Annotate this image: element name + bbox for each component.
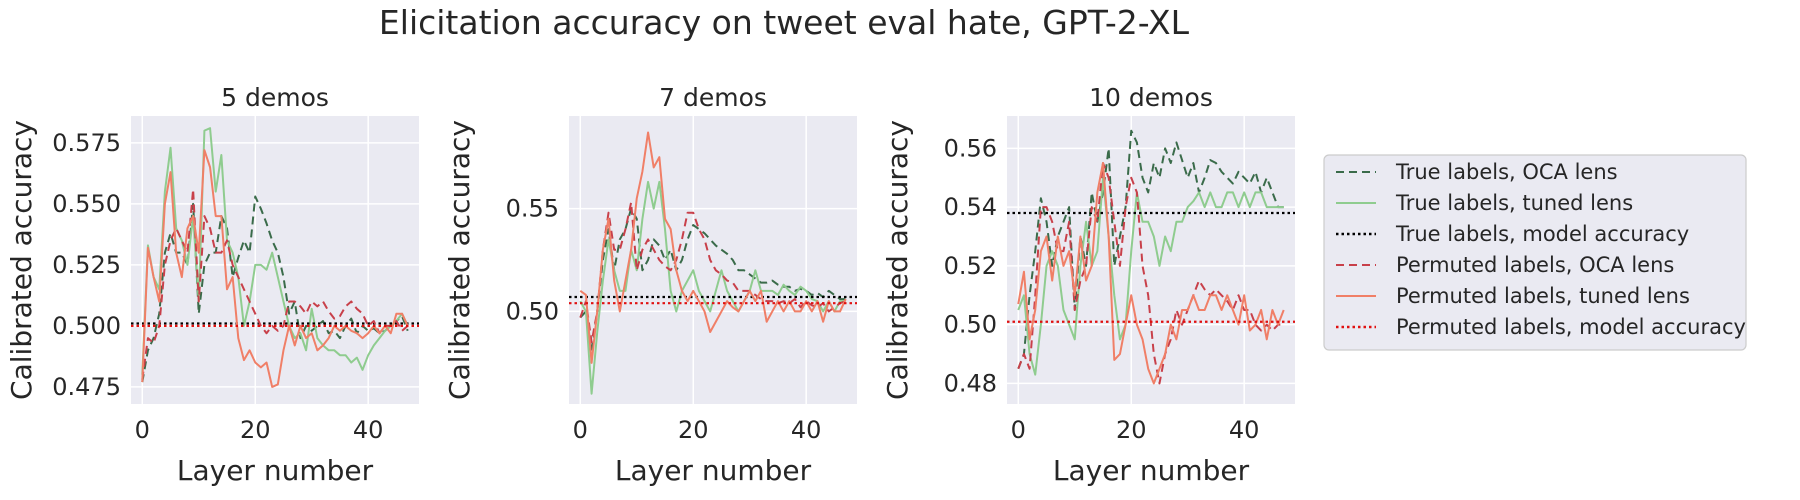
y-tick-label: 0.475 [52, 373, 121, 401]
legend-label: True labels, model accuracy [1395, 222, 1689, 246]
y-axis-label: Calibrated accuracy [881, 120, 914, 400]
y-tick-label: 0.525 [52, 251, 121, 279]
figure-title: Elicitation accuracy on tweet eval hate,… [379, 3, 1190, 42]
legend: True labels, OCA lens True labels, tuned … [1323, 154, 1747, 351]
x-axis-label: Layer number [177, 454, 374, 487]
series-line-permuted-labels-tuned-lens [579, 131, 847, 364]
series-group [131, 127, 419, 388]
panel-2: 0 20 40 0.50 0.55 7 demos Layer number Calibrat… [443, 83, 857, 487]
series-line-permuted-labels-oca-lens [1017, 162, 1284, 385]
y-tick-label: 0.56 [944, 134, 997, 162]
panel-title: 7 demos [659, 83, 767, 112]
x-tick-label: 0 [573, 416, 588, 444]
x-tick-label: 20 [678, 416, 709, 444]
plot-area [131, 116, 419, 404]
series-line-true-labels-oca-lens [1017, 129, 1284, 370]
series-line-true-labels-tuned-lens [1017, 176, 1284, 376]
series-line-true-labels-tuned-lens [141, 127, 409, 375]
series-line-permuted-labels-tuned-lens [141, 149, 409, 388]
legend-box [1323, 154, 1747, 351]
x-tick-label: 20 [1116, 416, 1147, 444]
series-line-permuted-labels-tuned-lens [1017, 162, 1285, 385]
legend-label: Permuted labels, OCA lens [1396, 253, 1674, 277]
y-axis-label: Calibrated accuracy [443, 120, 476, 400]
y-tick-label: 0.48 [944, 369, 997, 397]
legend-label: Permuted labels, model accuracy [1396, 315, 1746, 339]
series-line-permuted-labels-oca-lens [579, 201, 847, 344]
y-axis-label: Calibrated accuracy [5, 120, 38, 400]
x-tick-label: 0 [1011, 416, 1026, 444]
y-tick-label: 0.575 [52, 129, 121, 157]
x-axis-label: Layer number [1053, 454, 1250, 487]
y-tick-label: 0.50 [506, 297, 559, 325]
series-line-true-labels-oca-lens [579, 207, 846, 354]
panel-3: 0 20 40 0.48 0.50 0.52 0.54 0.56 10 demos Layer n… [881, 83, 1295, 487]
x-tick-label: 40 [791, 416, 822, 444]
series-group [569, 131, 857, 395]
legend-label: True labels, OCA lens [1395, 160, 1618, 184]
series-line-permuted-labels-oca-lens [141, 188, 409, 380]
panel-title: 5 demos [221, 83, 329, 112]
series-group [1007, 129, 1295, 385]
x-axis-label: Layer number [615, 454, 812, 487]
y-tick-label: 0.54 [944, 193, 997, 221]
y-tick-label: 0.500 [52, 312, 121, 340]
y-tick-label: 0.52 [944, 252, 997, 280]
x-tick-label: 0 [135, 416, 150, 444]
y-tick-label: 0.55 [506, 195, 559, 223]
y-tick-label: 0.50 [944, 311, 997, 339]
x-tick-label: 40 [1229, 416, 1260, 444]
panel-title: 10 demos [1089, 83, 1213, 112]
legend-label: Permuted labels, tuned lens [1396, 284, 1690, 308]
legend-label: True labels, tuned lens [1395, 191, 1633, 215]
x-tick-label: 20 [240, 416, 271, 444]
y-tick-label: 0.550 [52, 190, 121, 218]
x-tick-label: 40 [353, 416, 384, 444]
panel-1: 0 20 40 0.475 0.500 0.525 0.550 0.575 5 demos Lay… [5, 83, 419, 487]
